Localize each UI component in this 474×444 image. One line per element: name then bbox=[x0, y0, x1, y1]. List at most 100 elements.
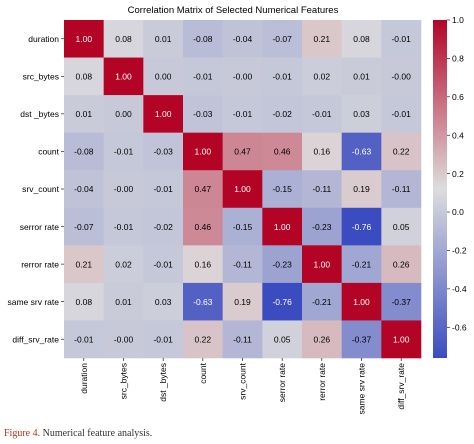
y-tick-label: rerror rate bbox=[21, 259, 59, 269]
cell-value-label: 1.00 bbox=[274, 222, 291, 232]
heatmap-cell bbox=[262, 245, 303, 284]
heatmap-cell bbox=[381, 20, 422, 58]
cell-value-label: 0.46 bbox=[274, 147, 291, 157]
heatmap-cell bbox=[143, 282, 184, 321]
cell-value-label: -0.00 bbox=[114, 334, 134, 344]
caption-label: Figure 4. bbox=[4, 428, 41, 439]
heatmap-cell bbox=[262, 170, 303, 209]
heatmap-cell bbox=[64, 132, 104, 171]
heatmap-cell bbox=[341, 282, 382, 321]
cell-value-label: 1.00 bbox=[393, 334, 410, 344]
cell-value-label: 1.00 bbox=[76, 34, 93, 44]
heatmap-cell bbox=[64, 20, 104, 58]
heatmap-cell bbox=[341, 320, 382, 359]
y-tick-label: count bbox=[38, 147, 59, 157]
x-axis-labels: duration src_bytes dst _bytes count srv_coun… bbox=[79, 358, 406, 415]
heatmap-cells: 1.00 0.08 0.01 -0.08 -0.04 -0.07 0.21 0.08 -0.01… bbox=[64, 20, 422, 359]
heatmap-cell bbox=[341, 95, 382, 133]
y-tick-label: same srv rate bbox=[8, 297, 60, 307]
y-tick-label: diff_srv_rate bbox=[12, 334, 59, 344]
heatmap-cell bbox=[143, 170, 184, 209]
heatmap-cell bbox=[183, 95, 223, 133]
cell-value-label: -0.37 bbox=[352, 334, 372, 344]
heatmap-cell bbox=[341, 132, 382, 171]
cell-value-label: 1.00 bbox=[353, 297, 370, 307]
heatmap-cell bbox=[381, 57, 422, 96]
cell-value-label: -0.00 bbox=[233, 72, 253, 82]
heatmap-cell bbox=[222, 320, 263, 359]
cell-value-label: -0.07 bbox=[272, 34, 292, 44]
cell-value-label: -0.04 bbox=[233, 34, 253, 44]
heatmap-cell bbox=[302, 57, 342, 96]
cell-value-label: -0.08 bbox=[193, 34, 213, 44]
heatmap-cell bbox=[183, 132, 223, 171]
heatmap-cell bbox=[222, 132, 263, 171]
cell-value-label: -0.11 bbox=[233, 334, 252, 344]
heatmap-cell bbox=[103, 132, 144, 171]
cell-value-label: 0.08 bbox=[353, 34, 370, 44]
cell-value-label: -0.01 bbox=[153, 334, 173, 344]
heatmap-cell bbox=[64, 207, 104, 246]
heatmap-cell bbox=[64, 245, 104, 284]
heatmap-cell bbox=[341, 207, 382, 246]
colorbar-tick-label: -0.6 bbox=[452, 322, 467, 332]
chart-title: Correlation Matrix of Selected Numerical… bbox=[128, 5, 339, 16]
x-tick-label: dst _bytes bbox=[158, 363, 168, 402]
heatmap-cell bbox=[302, 320, 342, 359]
cell-value-label: -0.15 bbox=[272, 184, 292, 194]
cell-value-label: -0.63 bbox=[352, 147, 372, 157]
heatmap-cell bbox=[381, 282, 422, 321]
cell-value-label: -0.15 bbox=[233, 222, 253, 232]
x-tick-label: diff_srv_rate bbox=[396, 363, 406, 410]
cell-value-label: 0.05 bbox=[393, 222, 410, 232]
heatmap-cell bbox=[183, 320, 223, 359]
cell-value-label: 1.00 bbox=[115, 72, 132, 82]
cell-value-label: -0.01 bbox=[153, 184, 173, 194]
heatmap-cell bbox=[143, 245, 184, 284]
heatmap-cell bbox=[222, 245, 263, 284]
colorbar-tick-label: 1.0 bbox=[452, 15, 464, 25]
x-tick-label: srv_count bbox=[238, 362, 248, 399]
cell-value-label: 0.19 bbox=[234, 297, 251, 307]
cell-value-label: -0.08 bbox=[74, 147, 94, 157]
x-tick-label: serror rate bbox=[277, 363, 287, 402]
heatmap-cell bbox=[183, 20, 223, 58]
cell-value-label: 0.26 bbox=[393, 259, 410, 269]
cell-value-label: -0.00 bbox=[114, 184, 134, 194]
cell-value-label: 0.01 bbox=[115, 297, 132, 307]
cell-value-label: 0.46 bbox=[195, 222, 212, 232]
cell-value-label: -0.01 bbox=[391, 34, 411, 44]
colorbar-tick-label: 0.2 bbox=[452, 169, 464, 179]
cell-value-label: -0.01 bbox=[193, 72, 213, 82]
heatmap-cell bbox=[103, 57, 144, 96]
heatmap-cell bbox=[143, 320, 184, 359]
cell-value-label: 0.47 bbox=[234, 147, 251, 157]
x-tick-label: same srv rate bbox=[357, 363, 367, 415]
heatmap-cell bbox=[302, 170, 342, 209]
heatmap-cell bbox=[262, 20, 303, 58]
cell-value-label: -0.01 bbox=[391, 109, 411, 119]
cell-value-label: 0.16 bbox=[314, 147, 331, 157]
heatmap-cell bbox=[341, 20, 382, 58]
heatmap-cell bbox=[103, 95, 144, 133]
heatmap-cell bbox=[64, 282, 104, 321]
cell-value-label: -0.63 bbox=[193, 297, 213, 307]
cell-value-label: 1.00 bbox=[155, 109, 172, 119]
heatmap-cell bbox=[103, 245, 144, 284]
heatmap-cell bbox=[183, 207, 223, 246]
cell-value-label: -0.01 bbox=[74, 334, 94, 344]
colorbar-tick-label: -0.2 bbox=[452, 246, 467, 256]
heatmap-cell bbox=[222, 170, 263, 209]
cell-value-label: -0.21 bbox=[352, 259, 372, 269]
cell-value-label: -0.01 bbox=[114, 147, 134, 157]
colorbar-tick-label: 0.0 bbox=[452, 207, 464, 217]
cell-value-label: 0.08 bbox=[76, 297, 93, 307]
heatmap-cell bbox=[381, 320, 422, 359]
colorbar: 1.0 0.8 0.6 0.4 0.2 0.0 -0.2 -0.4 -0.6 bbox=[433, 15, 467, 358]
heatmap-cell bbox=[222, 207, 263, 246]
heatmap-cell bbox=[103, 207, 144, 246]
cell-value-label: 1.00 bbox=[314, 259, 331, 269]
cell-value-label: -0.03 bbox=[153, 147, 173, 157]
heatmap-cell bbox=[64, 57, 104, 96]
cell-value-label: 0.01 bbox=[155, 34, 172, 44]
